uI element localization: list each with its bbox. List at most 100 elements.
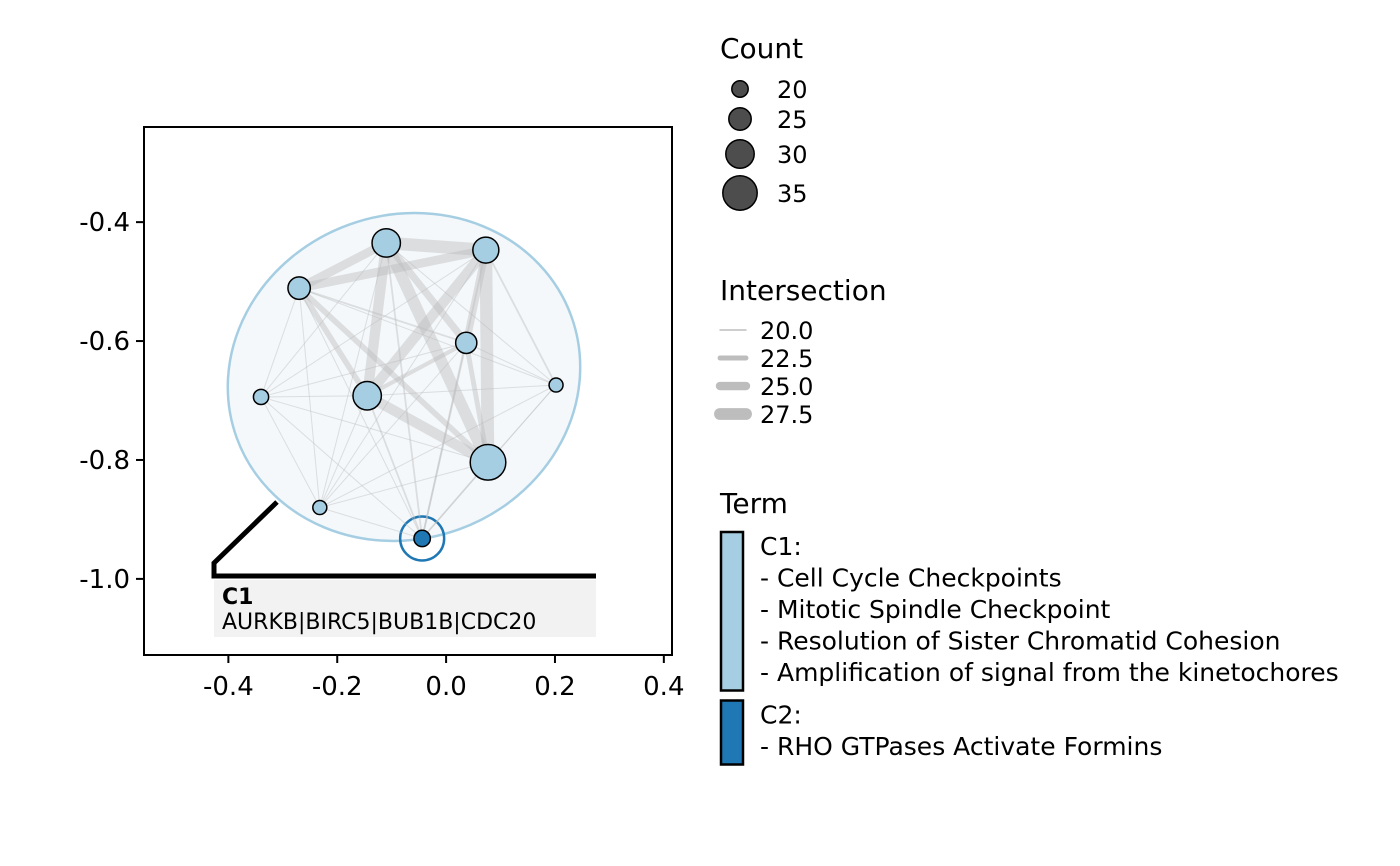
node-10 [413,529,432,548]
annotation-box [214,580,596,637]
edge-1-7 [385,242,557,386]
node-3 [287,276,312,301]
term-legend: Term C1: - Cell Cycle Checkpoints- Mitoti… [719,487,1339,766]
edge-4-10 [421,342,468,539]
count-legend-symbol [731,80,749,98]
cluster-annotation: C1 AURKB|BIRC5|BUB1B|CDC20 [211,500,596,637]
cluster-hull-c2 [398,515,446,562]
edge-6-9 [260,396,321,508]
count-legend-label: 20 [777,76,808,104]
network-nodes [252,227,564,548]
edge-3-9 [298,288,321,508]
y-tick-label: -1.0 [79,565,130,595]
term-legend-line: - RHO GTPases Activate Formins [760,732,1162,761]
edge-2-9 [319,249,487,508]
node-4 [454,331,478,355]
intersection-legend-label: 25.0 [760,373,813,401]
term-legend-line: C2: [760,701,802,730]
node-2 [472,236,500,264]
node-1 [371,227,402,258]
edge-9-10 [319,507,423,539]
x-tick-label: -0.2 [312,672,363,702]
annotation-leader-line [211,500,596,579]
edge-3-8 [297,286,490,465]
edge-2-10 [421,249,487,539]
term-legend-swatch-c1 [719,530,745,692]
network-edges [260,236,557,540]
edge-5-6 [261,395,368,398]
panel-border [143,126,673,656]
edge-6-10 [260,396,423,539]
edge-3-5 [296,286,370,398]
edge-3-10 [298,287,423,539]
edge-2-8 [479,250,495,463]
edge-4-9 [319,342,467,508]
intersection-legend-label: 20.0 [760,317,813,345]
edge-5-7 [367,384,557,397]
edge-1-3 [297,239,389,293]
edge-5-10 [366,395,423,539]
count-legend-label: 30 [777,141,808,169]
edge-3-7 [298,287,557,386]
count-legend-title: Count [720,32,803,65]
edge-4-7 [466,342,557,386]
term-legend-line: C1: [760,532,802,561]
edge-6-8 [260,396,489,463]
intersection-legend-title: Intersection [720,274,887,307]
node-8 [469,443,507,481]
term-legend-line: - Amplification of signal from the kinet… [760,658,1339,687]
edge-5-9 [319,395,368,508]
edge-1-5 [362,242,392,397]
term-legend-swatch-c2 [719,699,745,766]
edge-2-4 [462,249,490,344]
annotation-title: C1 [222,585,253,610]
edge-1-8 [380,240,494,465]
term-legend-line: - Resolution of Sister Chromatid Cohesio… [760,627,1280,656]
node-5 [352,380,383,411]
x-tick-label: -0.4 [203,672,254,702]
annotation-genes: AURKB|BIRC5|BUB1B|CDC20 [222,610,536,635]
edge-4-8 [463,342,491,463]
edge-8-9 [319,461,489,509]
edge-4-6 [260,342,467,398]
y-tick-label: -0.6 [79,327,130,357]
edge-4-5 [366,341,468,398]
count-legend-label: 25 [777,106,808,134]
x-tick-label: 0.0 [425,672,466,702]
edge-2-3 [298,245,487,293]
edge-1-9 [319,242,387,508]
node-7 [548,377,564,393]
count-legend-symbol [722,175,758,211]
edge-3-6 [260,287,300,398]
edge-1-4 [383,240,470,346]
edge-2-6 [260,249,487,398]
intersection-legend: Intersection 20.022.525.027.5 [714,274,887,429]
y-tick-label: -0.4 [79,208,130,238]
term-legend-line: - Cell Cycle Checkpoints [760,564,1062,593]
x-tick-label: 0.4 [643,672,684,702]
node-9 [312,499,328,516]
term-legend-line: - Mitotic Spindle Checkpoint [760,595,1111,624]
count-legend-label: 35 [777,180,808,208]
edge-5-8 [364,391,491,467]
edge-1-6 [260,242,387,398]
edge-3-4 [298,287,467,344]
edge-2-5 [363,246,490,400]
y-axis: -0.4 -0.6 -0.8 -1.0 [79,208,144,595]
count-legend-symbol [725,139,755,169]
y-tick-label: -0.8 [79,446,130,476]
intersection-legend-label: 27.5 [760,401,813,429]
plot-panel: C1 AURKB|BIRC5|BUB1B|CDC20 -0.4 -0.2 0.0 0.… [79,126,685,702]
term-legend-title: Term [719,487,788,520]
x-tick-label: 0.2 [534,672,575,702]
node-6 [252,388,270,406]
edge-2-7 [485,249,557,386]
edge-1-10 [385,242,424,539]
edge-7-9 [319,384,557,508]
edge-1-2 [385,236,487,257]
count-legend-symbol [728,107,752,131]
x-axis: -0.4 -0.2 0.0 0.2 0.4 [203,655,685,702]
intersection-legend-label: 22.5 [760,345,813,373]
